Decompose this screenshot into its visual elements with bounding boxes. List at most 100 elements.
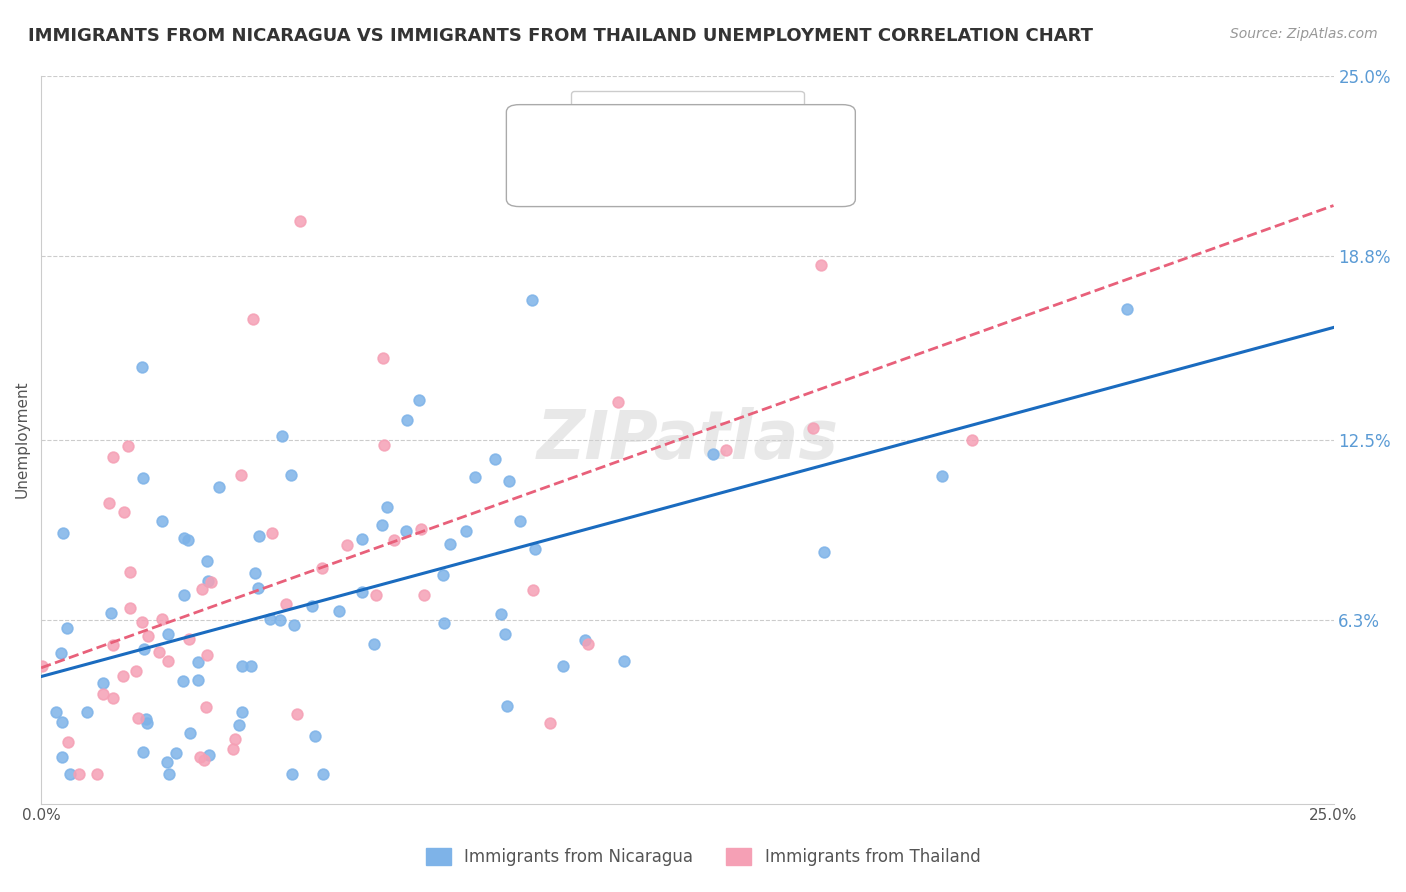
- Point: [131, 615, 153, 629]
- Point: [120, 600, 142, 615]
- Point: [52, 526, 75, 541]
- Point: [613, 654, 636, 668]
- Point: [574, 632, 596, 647]
- Point: [276, 597, 298, 611]
- Point: [364, 588, 387, 602]
- Text: ZIPatlas: ZIPatlas: [536, 407, 838, 473]
- Legend:   R = 0.394    N = 77,   R = 0.362    N = 57: R = 0.394 N = 77, R = 0.362 N = 57: [571, 91, 804, 162]
- Point: [56, 621, 79, 635]
- Point: [195, 700, 218, 714]
- Point: [304, 729, 326, 743]
- Point: [150, 612, 173, 626]
- Point: [195, 648, 218, 663]
- Point: [350, 533, 373, 547]
- Point: [551, 659, 574, 673]
- Point: [148, 646, 170, 660]
- Point: [494, 627, 516, 641]
- Point: [97, 496, 120, 510]
- Point: [111, 669, 134, 683]
- Point: [464, 469, 486, 483]
- Point: [207, 480, 229, 494]
- FancyBboxPatch shape: [506, 104, 855, 207]
- Point: [221, 742, 243, 756]
- Point: [157, 767, 180, 781]
- Point: [127, 711, 149, 725]
- Point: [56, 734, 79, 748]
- Point: [370, 518, 392, 533]
- Point: [193, 753, 215, 767]
- Point: [117, 439, 139, 453]
- Point: [246, 581, 269, 595]
- Point: [239, 658, 262, 673]
- Point: [200, 574, 222, 589]
- Point: [150, 514, 173, 528]
- Point: [188, 749, 211, 764]
- Point: [228, 718, 250, 732]
- Point: [179, 726, 201, 740]
- Text: Source: ZipAtlas.com: Source: ZipAtlas.com: [1230, 27, 1378, 41]
- Point: [650, 156, 672, 170]
- Point: [187, 673, 209, 687]
- Point: [328, 604, 350, 618]
- Point: [51, 646, 73, 660]
- Point: [377, 500, 399, 514]
- Point: [285, 706, 308, 721]
- Point: [433, 616, 456, 631]
- Point: [231, 658, 253, 673]
- Point: [336, 538, 359, 552]
- Point: [173, 588, 195, 602]
- Point: [281, 767, 304, 781]
- Point: [484, 452, 506, 467]
- Point: [132, 470, 155, 484]
- Legend: Immigrants from Nicaragua, Immigrants from Thailand: Immigrants from Nicaragua, Immigrants fr…: [418, 840, 988, 875]
- Point: [810, 258, 832, 272]
- Point: [45, 705, 67, 719]
- Point: [312, 767, 335, 781]
- Point: [31, 658, 53, 673]
- Point: [156, 755, 179, 769]
- Point: [498, 474, 520, 488]
- Point: [523, 541, 546, 556]
- Point: [173, 531, 195, 545]
- Point: [103, 638, 125, 652]
- Point: [439, 537, 461, 551]
- Point: [1115, 301, 1137, 316]
- Point: [432, 568, 454, 582]
- Point: [243, 566, 266, 580]
- Point: [191, 582, 214, 596]
- Point: [135, 712, 157, 726]
- Point: [231, 705, 253, 719]
- Point: [229, 467, 252, 482]
- Point: [259, 612, 281, 626]
- Point: [197, 747, 219, 762]
- Point: [801, 421, 824, 435]
- Point: [136, 716, 159, 731]
- Point: [714, 442, 737, 457]
- Point: [509, 514, 531, 528]
- Point: [195, 554, 218, 568]
- Point: [132, 641, 155, 656]
- Point: [176, 533, 198, 548]
- Point: [120, 565, 142, 579]
- Point: [411, 522, 433, 536]
- Point: [165, 746, 187, 760]
- Point: [520, 293, 543, 307]
- Point: [373, 351, 395, 365]
- Point: [100, 606, 122, 620]
- Point: [112, 505, 135, 519]
- Point: [395, 412, 418, 426]
- Point: [187, 656, 209, 670]
- Point: [280, 468, 302, 483]
- Point: [136, 629, 159, 643]
- Point: [288, 214, 311, 228]
- Point: [271, 429, 294, 443]
- Point: [101, 450, 124, 464]
- Point: [157, 627, 180, 641]
- Point: [522, 582, 544, 597]
- Point: [538, 715, 561, 730]
- Point: [156, 654, 179, 668]
- Point: [131, 359, 153, 374]
- Point: [454, 524, 477, 538]
- Point: [91, 676, 114, 690]
- Point: [132, 745, 155, 759]
